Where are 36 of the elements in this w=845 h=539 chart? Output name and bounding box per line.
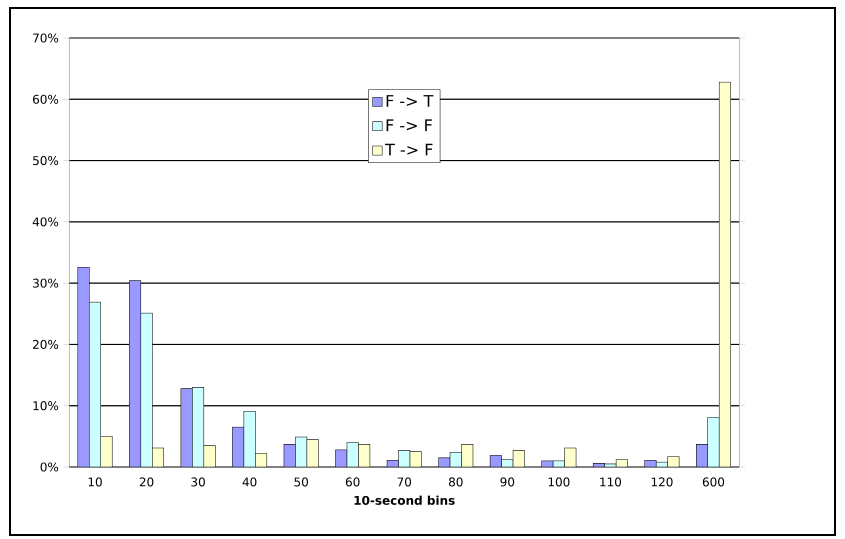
bar xyxy=(696,444,708,467)
bar xyxy=(718,82,731,467)
y-tick-label: 10% xyxy=(33,401,58,410)
x-tick-label: 80 xyxy=(448,477,463,486)
y-tick-label: 50% xyxy=(33,156,58,166)
x-tick-label: 600 xyxy=(702,477,724,486)
legend-label: F -> T xyxy=(386,95,434,107)
x-tick-label: 60 xyxy=(346,477,360,486)
x-tick-label: 20 xyxy=(140,477,154,486)
x-tick-label: 10 xyxy=(88,477,102,486)
bar xyxy=(78,266,90,467)
bar xyxy=(152,448,164,467)
x-tick-label: 120 xyxy=(652,477,673,486)
x-tick-label: 70 xyxy=(398,477,412,486)
bar xyxy=(490,455,502,467)
x-tick-label: 50 xyxy=(294,477,308,486)
y-tick-label: 40% xyxy=(32,217,58,226)
y-tick-label: 30% xyxy=(33,278,58,288)
y-tick-label: 0% xyxy=(40,462,58,472)
legend-label: T -> F xyxy=(385,144,432,156)
bar xyxy=(232,426,244,467)
x-tick-label: 110 xyxy=(600,477,622,486)
y-tick-label: 60% xyxy=(32,94,58,104)
x-tick-label: 90 xyxy=(500,477,514,486)
x-tick-label: 40 xyxy=(242,477,256,486)
bar xyxy=(129,280,142,467)
x-tick-label: 100 xyxy=(548,477,570,486)
y-tick-label: 20% xyxy=(33,340,58,349)
bar xyxy=(180,388,193,467)
x-axis-title: 10-second bins xyxy=(354,496,455,505)
bar xyxy=(100,436,112,467)
legend-label: F -> F xyxy=(386,119,432,132)
bar xyxy=(306,439,319,467)
bar xyxy=(204,445,216,467)
x-tick-label: 30 xyxy=(191,477,205,486)
y-tick-label: 70% xyxy=(33,33,58,43)
